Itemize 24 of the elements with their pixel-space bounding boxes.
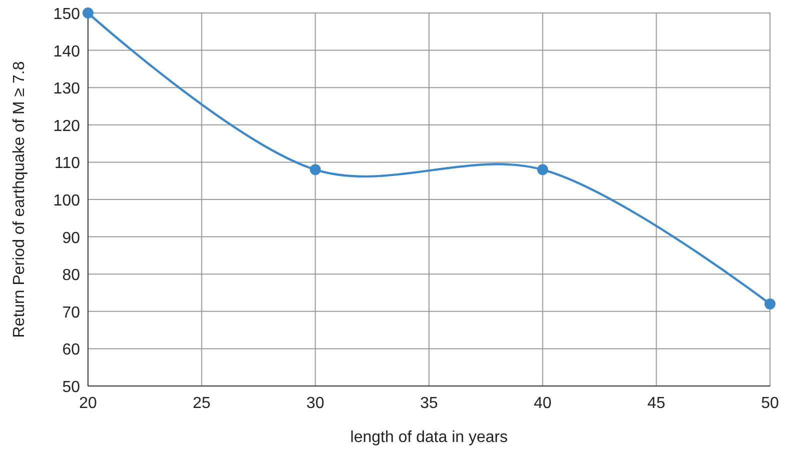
y-tick-label: 130 [53, 80, 80, 98]
y-tick-label: 60 [62, 342, 80, 359]
x-tick-label: 25 [192, 395, 211, 412]
y-tick-label: 110 [54, 155, 80, 172]
y-axis-title: Return Period of earthquake of M ≥ 7.8 [11, 61, 28, 338]
x-tick-label: 30 [306, 395, 324, 412]
y-tick-label: 80 [62, 267, 80, 284]
point [310, 164, 321, 176]
x-axis-title: length of data in years [350, 429, 508, 446]
x-tick-label: 35 [420, 395, 438, 412]
y-tick-label: 70 [62, 304, 80, 322]
x-tick-label: 20 [79, 395, 97, 412]
point [764, 298, 776, 310]
point [537, 164, 548, 176]
y-tick-label: 150 [53, 6, 80, 23]
x-tick-label: 40 [534, 395, 552, 412]
point [82, 8, 94, 18]
y-tick-label: 50 [62, 379, 80, 396]
y-tick-label: 140 [53, 43, 80, 60]
x-tick-label: 45 [647, 395, 666, 412]
y-tick-label: 100 [53, 192, 80, 210]
y-tick-label: 120 [53, 118, 80, 135]
x-tick-label: 50 [761, 395, 779, 412]
y-tick-label: 90 [62, 230, 80, 247]
